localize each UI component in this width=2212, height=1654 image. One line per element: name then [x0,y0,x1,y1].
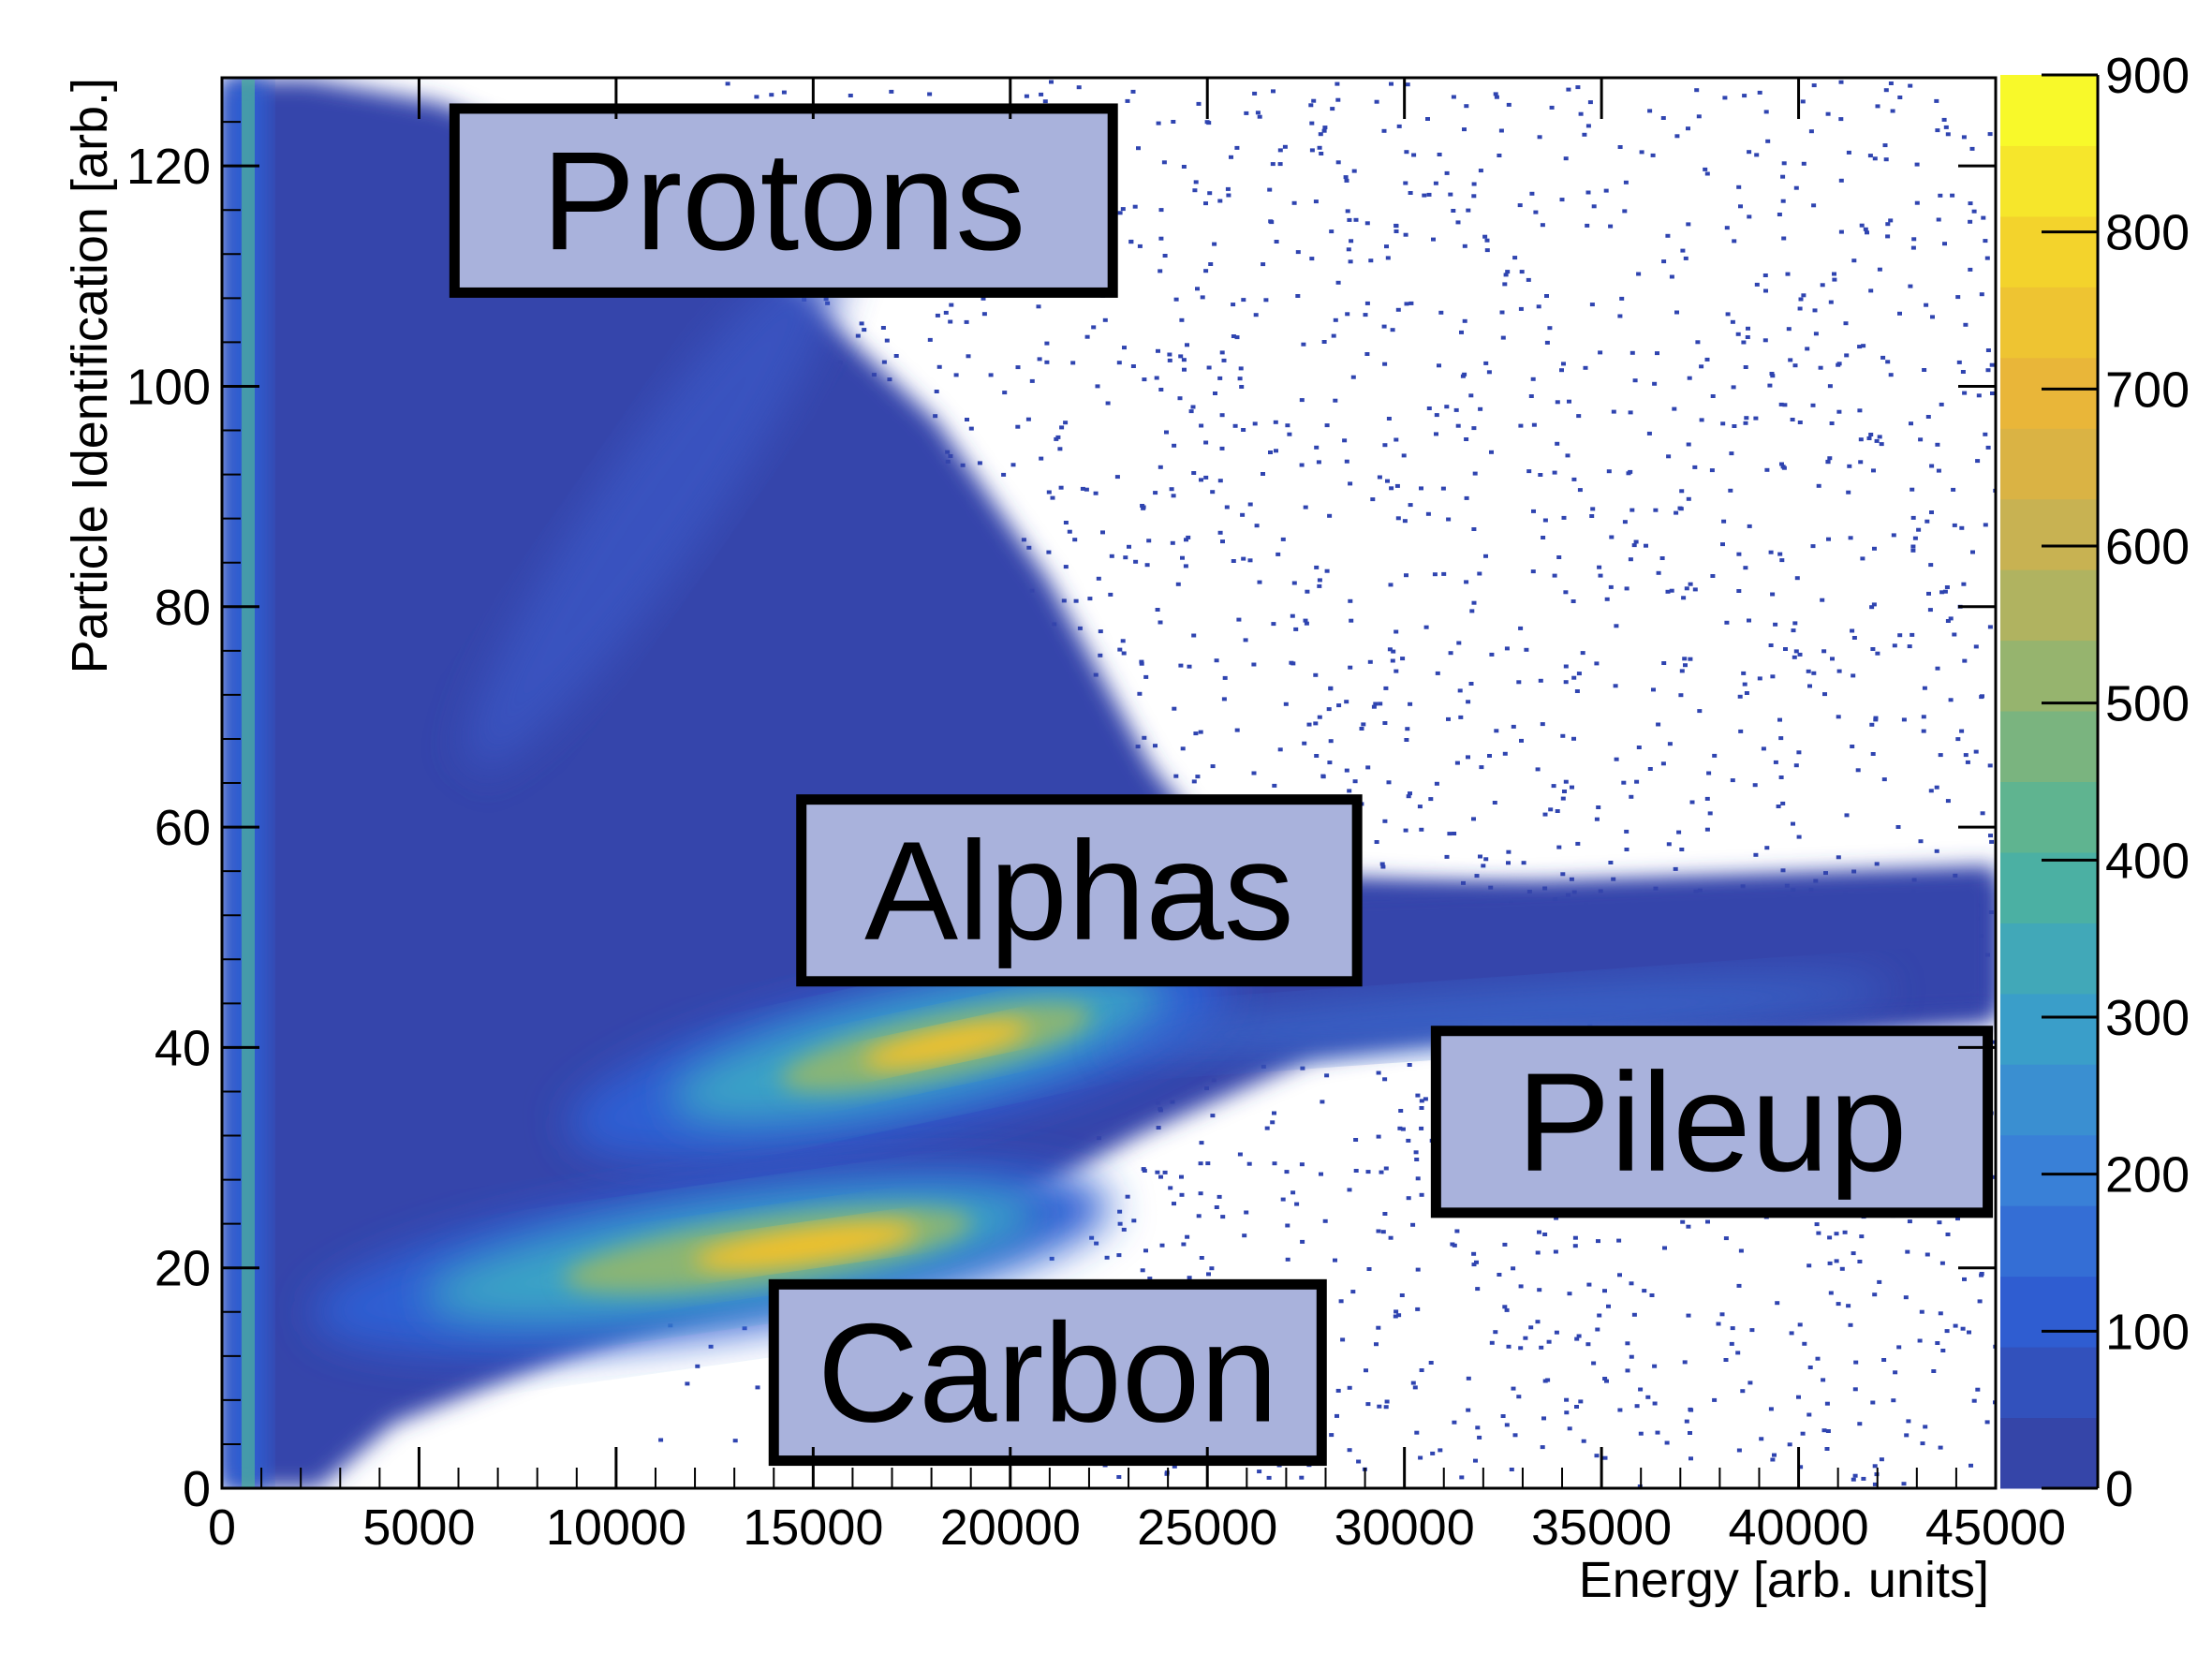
x-tick-label: 5000 [362,1499,475,1556]
y-tick-label: 0 [183,1461,211,1517]
annotation-label: Pileup [1516,1043,1907,1201]
carbon-peak [694,1222,917,1269]
colorbar-segment [2000,1064,2098,1136]
colorbar-tick-label: 400 [2105,833,2190,889]
colorbar: 0 100 200 300 400 500 600 700 800 900 [2000,48,2190,1517]
colorbar-tick-label: 500 [2105,676,2190,732]
colorbar-segment [2000,1205,2098,1277]
x-tick-label: 45000 [1925,1499,2066,1556]
annotation-carbon: Carbon [768,1278,1327,1467]
annotation-label: Carbon [818,1293,1278,1451]
colorbar-segment [2000,640,2098,712]
colorbar-tick-label: 100 [2105,1304,2190,1360]
annotation-box [768,1278,1327,1467]
colorbar-segment [2000,569,2098,642]
x-axis: 0 5000 10000 15000 20000 25000 30000 35000 40000… [208,78,2066,1556]
colorbar-segment [2000,1134,2098,1206]
colorbar-segment [2000,993,2098,1065]
colorbar-segment [2000,781,2098,853]
protons-band [466,243,845,769]
colorbar-segment [2000,357,2098,429]
colorbar-segment [2000,428,2098,500]
y-tick-label: 100 [126,359,211,415]
colorbar-tick-label: 0 [2105,1461,2133,1517]
y-axis-title: Particle Identification [arb.] [62,78,118,673]
annotation-label: Protons [541,122,1025,279]
colorbar-segment [2000,1276,2098,1348]
colorbar-segment [2000,145,2098,217]
x-tick-label: 30000 [1335,1499,1475,1556]
colorbar-tick-label: 200 [2105,1147,2190,1204]
x-tick-label: 0 [208,1499,236,1556]
colorbar-tick-label: 300 [2105,990,2190,1046]
colorbar-tick-label: 700 [2105,362,2190,418]
annotation-label: Alphas [864,812,1294,969]
annotation-protons: Protons [449,103,1118,298]
annotation-box [796,794,1363,987]
colorbar-tick-label: 900 [2105,48,2190,104]
annotation-box [1430,1026,1994,1218]
colorbar-segment [2000,498,2098,570]
colorbar-segment [2000,1347,2098,1419]
colorbar-segment [2000,711,2098,782]
colorbar-segment [2000,923,2098,995]
colorbar-segment [2000,1417,2098,1489]
annotation-layer: Protons Alphas Pileup Carbon [449,103,1994,1467]
colorbar-segment [2000,851,2098,923]
colorbar-segment [2000,75,2098,146]
annotation-alphas: Alphas [796,794,1363,987]
colorbar-segment [2000,215,2098,288]
colorbar-tick-label: 600 [2105,519,2190,575]
y-tick-label: 20 [155,1241,211,1297]
x-tick-label: 15000 [743,1499,883,1556]
low-energy-edge-core [242,80,255,1488]
colorbar-tick-label: 800 [2105,205,2190,261]
density-layer [223,80,1996,1488]
x-tick-label: 20000 [940,1499,1081,1556]
x-tick-label: 25000 [1137,1499,1277,1556]
x-tick-label: 10000 [546,1499,686,1556]
y-tick-label: 60 [155,800,211,856]
y-axis: 0 20 40 60 80 100 120 [126,121,1996,1517]
alphas-peak [863,1021,1029,1068]
annotation-box [449,103,1118,298]
x-tick-label: 40000 [1728,1499,1868,1556]
y-tick-label: 80 [155,580,211,636]
x-tick-label: 35000 [1531,1499,1672,1556]
x-axis-title: Energy [arb. units] [1579,1552,1989,1608]
pileup-glow [1106,977,1891,1056]
annotation-pileup: Pileup [1430,1026,1994,1218]
y-tick-label: 120 [126,139,211,195]
y-tick-label: 40 [155,1020,211,1076]
colorbar-segment [2000,287,2098,359]
